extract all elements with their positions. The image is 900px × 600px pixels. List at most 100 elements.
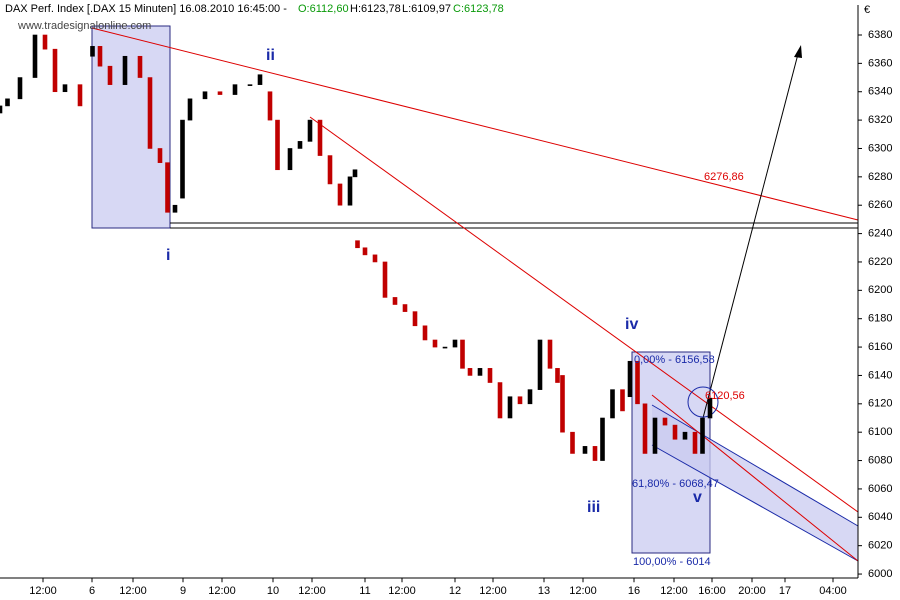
candle — [297, 141, 303, 149]
y-tick-label: 6140 — [868, 369, 892, 381]
candle — [627, 360, 633, 398]
candle — [147, 77, 153, 149]
header-value: L:6109,97 — [402, 3, 451, 15]
level-label: 6120,56 — [705, 390, 745, 402]
header-value: C:6123,78 — [453, 3, 504, 15]
header: DAX Perf. Index [.DAX 15 Minuten] 16.08.… — [5, 3, 870, 32]
annotations: i ii iii iv v 6276,86 6120,56 0,00% - 61… — [166, 47, 745, 568]
candle — [32, 34, 38, 78]
candle — [582, 446, 588, 454]
x-tick-label: 11 — [359, 585, 370, 597]
level-label: 61,80% - 6068,47 — [632, 478, 719, 490]
y-tick-label: 6280 — [868, 171, 892, 183]
candle — [217, 91, 223, 95]
wave-label: i — [166, 247, 170, 264]
candle — [507, 396, 513, 419]
y-tick-label: 6040 — [868, 511, 892, 523]
header-value: H:6123,78 — [350, 3, 401, 15]
x-tick-label: 12:00 — [298, 585, 326, 597]
candle — [412, 311, 418, 327]
candle — [17, 77, 23, 100]
y-tick-label: 6240 — [868, 227, 892, 239]
candle — [707, 397, 713, 419]
candle — [372, 254, 378, 263]
candle — [392, 297, 398, 305]
circle — [687, 386, 719, 418]
candle — [275, 119, 280, 171]
candle — [600, 417, 605, 461]
candle — [107, 65, 113, 85]
candle — [5, 98, 10, 107]
y-tick-label: 6380 — [868, 29, 892, 41]
currency: € — [864, 4, 870, 16]
y-tick-label: 6300 — [868, 142, 892, 154]
candle — [347, 176, 353, 206]
candle — [527, 389, 533, 405]
candle — [77, 84, 83, 107]
candle — [247, 84, 253, 86]
candle — [187, 98, 193, 121]
channel-line — [651, 404, 859, 527]
candle — [592, 446, 598, 461]
candle — [422, 325, 428, 341]
channel-line — [651, 444, 859, 562]
x-tick-label: 16:00 — [698, 585, 726, 597]
candle — [477, 368, 483, 376]
candle — [692, 431, 698, 454]
level-label: 0,00% - 6156,58 — [634, 354, 715, 366]
y-tick-label: 6180 — [868, 313, 892, 325]
y-tick-label: 6320 — [868, 114, 892, 126]
candle — [232, 84, 238, 95]
candle — [672, 424, 678, 440]
wave-label: v — [693, 489, 702, 506]
x-tick-label: 12:00 — [660, 585, 688, 597]
x-tick-label: 13 — [538, 585, 550, 597]
candle — [165, 162, 170, 213]
candle — [555, 368, 560, 383]
y-tick-label: 6020 — [868, 540, 892, 552]
candle — [517, 396, 523, 405]
candle — [307, 119, 313, 142]
y-tick-label: 6220 — [868, 256, 892, 268]
y-tick-label: 6200 — [868, 284, 892, 296]
x-tick-label: 20:00 — [738, 585, 766, 597]
y-tick-label: 6000 — [868, 568, 892, 580]
candle — [0, 105, 3, 114]
wave-label: iv — [625, 316, 638, 333]
candle — [442, 346, 448, 349]
candle — [97, 46, 103, 67]
x-tick-label: 16 — [628, 585, 640, 597]
x-tick-label: 04:00 — [819, 585, 847, 597]
candle — [42, 34, 48, 50]
candle — [537, 339, 543, 390]
trend-line — [91, 27, 859, 221]
level-label: 100,00% - 6014 — [633, 556, 711, 568]
candle — [355, 240, 360, 249]
candle — [547, 339, 553, 369]
arrow-head — [794, 45, 802, 58]
candle — [682, 431, 688, 440]
x-tick-label: 12:00 — [479, 585, 507, 597]
wave-label: ii — [266, 47, 275, 64]
y-tick-label: 6100 — [868, 426, 892, 438]
candle — [137, 55, 143, 78]
candle — [652, 417, 658, 454]
x-tick-label: 10 — [267, 585, 279, 597]
candle — [635, 360, 640, 405]
x-tick-label: 6 — [89, 585, 95, 597]
trend-line — [651, 394, 859, 562]
candle — [180, 119, 185, 199]
x-tick-label: 9 — [180, 585, 186, 597]
candle — [642, 403, 648, 454]
trend-line — [309, 116, 859, 513]
candle — [327, 155, 333, 185]
candle — [90, 46, 95, 57]
y-tick-label: 6120 — [868, 398, 892, 410]
candle — [62, 84, 68, 93]
candle — [487, 368, 493, 383]
candle — [267, 91, 273, 121]
candle — [352, 169, 358, 178]
candle — [570, 431, 575, 454]
candle — [620, 389, 625, 412]
